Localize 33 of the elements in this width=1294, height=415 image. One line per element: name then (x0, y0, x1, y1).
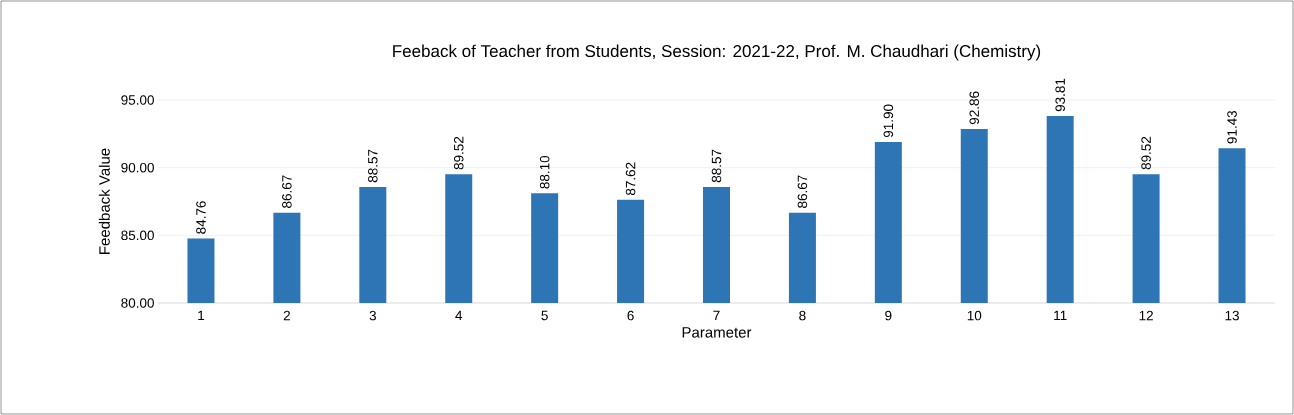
x-axis-title: Parameter (682, 327, 752, 338)
x-tick-label: 4 (455, 310, 463, 321)
x-tick-label: 10 (967, 310, 982, 321)
data-label: 89.52 (1141, 136, 1151, 170)
y-tick-label: 95.00 (121, 95, 154, 105)
data-label: 87.62 (625, 162, 636, 196)
x-tick-label: 11 (1054, 310, 1067, 321)
data-label: 91.43 (1227, 110, 1237, 144)
data-label: 84.76 (196, 201, 206, 234)
data-label: 88.57 (368, 149, 378, 183)
data-label: 93.81 (1055, 78, 1065, 112)
data-label: 86.67 (797, 175, 808, 208)
data-label: 86.67 (282, 175, 292, 208)
data-label: 88.57 (711, 149, 722, 183)
data-label: 92.86 (969, 91, 980, 125)
x-tick-label: 3 (369, 310, 376, 321)
y-axis-title: Feedback Value (98, 148, 110, 254)
data-label: 88.10 (539, 155, 550, 189)
x-tick-label: 7 (713, 310, 720, 321)
data-label: 89.52 (453, 136, 464, 170)
data-label: 91.90 (883, 104, 894, 138)
x-tick-label: 8 (799, 310, 806, 321)
y-tick-label: 80.00 (121, 298, 154, 308)
y-tick-label: 85.00 (121, 230, 154, 241)
x-tick-label: 2 (283, 310, 290, 321)
x-tick-label: 5 (541, 310, 548, 321)
x-tick-label: 9 (885, 310, 892, 321)
x-tick-label: 1 (198, 310, 205, 321)
x-tick-label: 12 (1139, 310, 1153, 321)
x-tick-label: 6 (627, 310, 634, 321)
x-tick-label: 13 (1225, 310, 1239, 321)
y-tick-label: 90.00 (121, 162, 154, 173)
chart-title: Feeback of Teacher from Students, Session: 2021-22, Prof. M. Chaudhari (Chemistry) (393, 44, 1041, 61)
